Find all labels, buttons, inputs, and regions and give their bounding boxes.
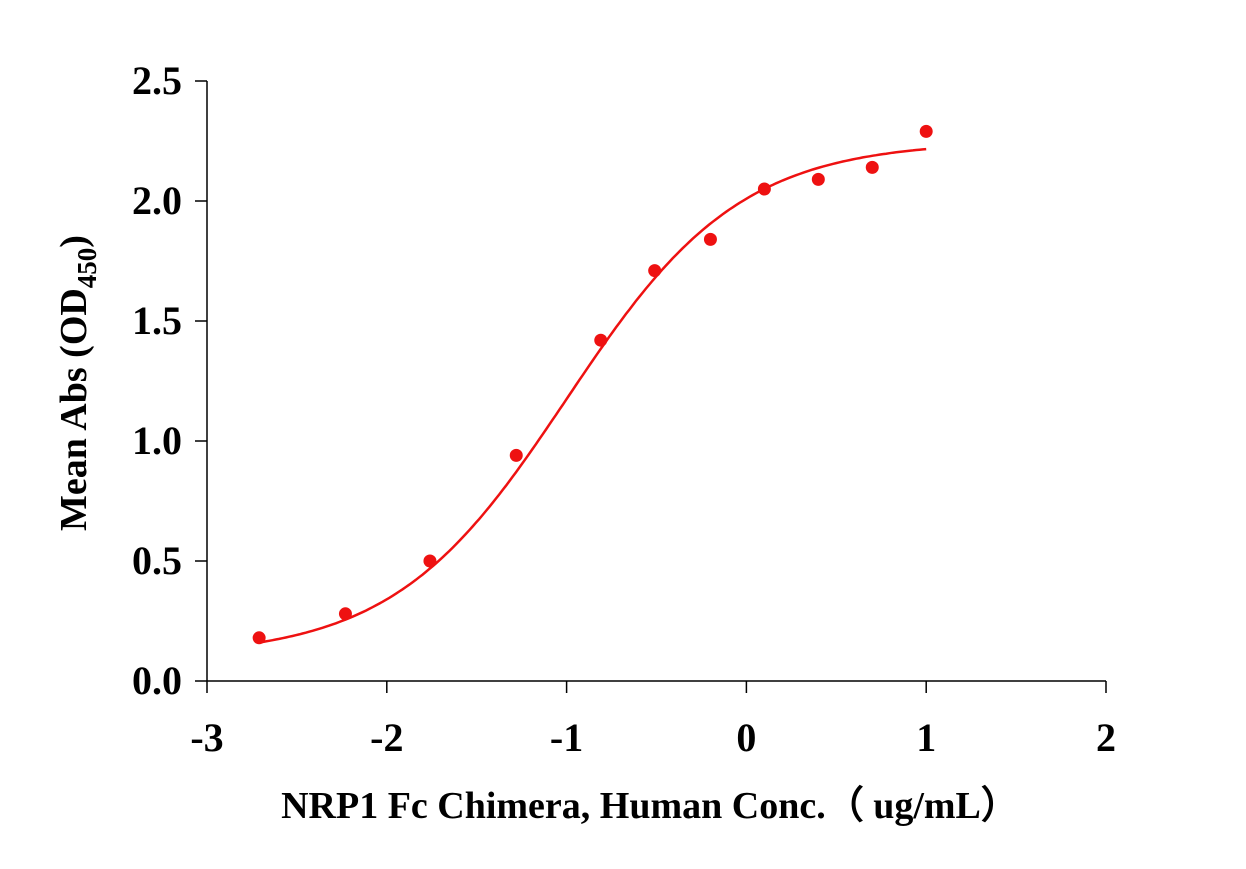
x-tick-label: -2 bbox=[370, 715, 403, 760]
y-tick-label: 1.0 bbox=[132, 418, 182, 463]
data-point bbox=[811, 172, 825, 186]
data-point bbox=[509, 448, 523, 462]
data-point bbox=[423, 554, 437, 568]
x-tick-label: -1 bbox=[550, 715, 583, 760]
axes: 0.0 0.5 1.0 1.5 2.0 2.5 -3 -2 -1 0 1 2 bbox=[132, 58, 1116, 760]
x-tick-label: -3 bbox=[190, 715, 223, 760]
data-point bbox=[594, 333, 608, 347]
data-point bbox=[252, 631, 266, 645]
y-tick-label: 2.5 bbox=[132, 58, 182, 103]
data-point bbox=[703, 232, 717, 246]
y-axis-label-close: ) bbox=[53, 235, 95, 248]
data-point bbox=[757, 182, 771, 196]
data-point bbox=[338, 607, 352, 621]
x-tick-label: 2 bbox=[1096, 715, 1116, 760]
fit-curve-layer bbox=[258, 147, 927, 644]
fit-curve bbox=[258, 147, 927, 644]
x-axis-label: NRP1 Fc Chimera, Human Conc.（ ug/mL） bbox=[281, 785, 1019, 827]
data-point bbox=[919, 124, 933, 138]
data-points-layer bbox=[252, 124, 933, 645]
x-tick-label: 1 bbox=[916, 715, 936, 760]
y-tick-label: 1.5 bbox=[132, 298, 182, 343]
y-axis-label-main: Mean Abs (OD bbox=[53, 288, 95, 531]
x-tick-label: 0 bbox=[736, 715, 756, 760]
y-axis-label-subscript: 450 bbox=[72, 248, 102, 289]
y-tick-label: 0.5 bbox=[132, 538, 182, 583]
data-point bbox=[648, 264, 662, 278]
y-axis-label: Mean Abs (OD450) bbox=[53, 235, 102, 531]
y-tick-label: 2.0 bbox=[132, 178, 182, 223]
y-tick-label: 0.0 bbox=[132, 658, 182, 703]
data-point bbox=[865, 160, 879, 174]
